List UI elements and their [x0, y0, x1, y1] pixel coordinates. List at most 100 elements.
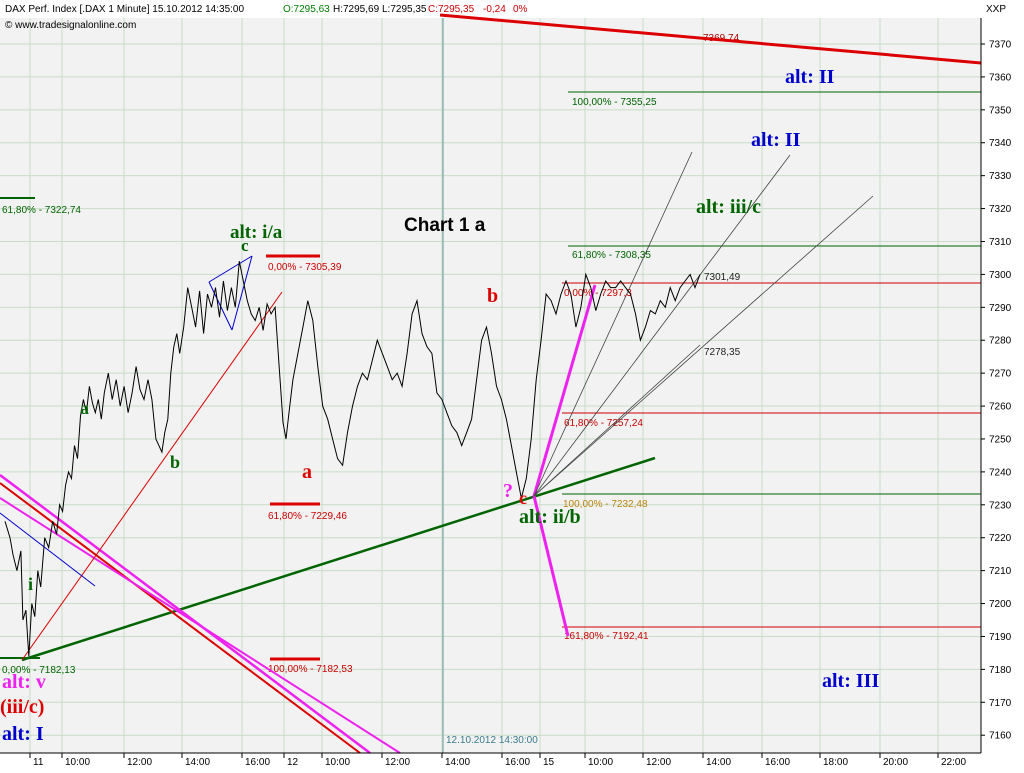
x-tick-label: 18:00 [823, 757, 848, 768]
x-tick-label: 14:00 [445, 757, 470, 768]
x-tick-label: 16:00 [245, 757, 270, 768]
wave-label: c [519, 488, 527, 508]
header-low: L:7295,35 [382, 4, 427, 15]
y-tick-label: 7370 [989, 40, 1012, 51]
y-tick-label: 7310 [989, 237, 1012, 248]
header-title: DAX Perf. Index [.DAX 1 Minute] 15.10.20… [5, 4, 244, 15]
x-tick-label: 20:00 [883, 757, 908, 768]
red-channel-line [0, 482, 361, 754]
fib-level-label: 7301,49 [704, 272, 741, 283]
wave-label: (iii/c) [0, 696, 44, 718]
wave-label: b [487, 285, 498, 307]
x-tick-label: 10:00 [65, 757, 90, 768]
fib-level-label: 0,00% - 7305,39 [268, 262, 342, 273]
wave-label: alt: III [822, 670, 879, 692]
x-tick-day: 12 [287, 757, 299, 768]
header-high: H:7295,69 [333, 4, 380, 15]
wave-label: b [170, 452, 180, 472]
x-tick-label: 12:00 [127, 757, 152, 768]
fib-level-label: 100,00% - 7355,25 [572, 97, 657, 108]
x-tick-label: 14:00 [185, 757, 210, 768]
x-tick-label: 12:00 [646, 757, 671, 768]
plot-area [0, 18, 981, 753]
time-marker-label: 12.10.2012 14:30:00 [446, 735, 538, 746]
y-tick-label: 7200 [989, 599, 1012, 610]
price-series-line [4, 261, 701, 657]
x-tick-day: 11 [33, 757, 44, 768]
magenta-channel-lower [0, 497, 401, 754]
wave-label: alt: iii/c [696, 196, 761, 218]
x-tick-label: 10:00 [588, 757, 613, 768]
y-tick-label: 7260 [989, 402, 1012, 413]
header-change-pct: 0% [513, 4, 528, 15]
fib-level-label: 0,00% - 7297,3 [564, 288, 632, 299]
y-tick-label: 7340 [989, 138, 1012, 149]
y-tick-label: 7350 [989, 105, 1012, 116]
header-close: C:7295,35 [428, 4, 475, 15]
wave-label: a [80, 398, 89, 418]
wave-label: alt: I [2, 723, 44, 745]
red-thin-trendline [21, 291, 283, 661]
y-tick-label: 7320 [989, 204, 1012, 215]
x-tick-label: 10:00 [325, 757, 350, 768]
y-tick-label: 7270 [989, 369, 1012, 380]
blue-triangle-right [231, 255, 253, 331]
y-tick-label: 7300 [989, 270, 1012, 281]
y-tick-label: 7290 [989, 303, 1012, 314]
blue-thin-trendline [0, 512, 96, 587]
wave-label: alt: v [2, 671, 46, 693]
y-tick-label: 7210 [989, 566, 1012, 577]
exchange-label: XXP [986, 4, 1006, 15]
wave-label: a [302, 461, 312, 483]
x-axis: 11 10:00 12:00 14:00 16:00 12 10:00 12:00 14:00 1… [0, 752, 981, 768]
magenta-impulse-up [532, 284, 597, 497]
fib-level-label: 61,80% - 7322,74 [2, 205, 81, 216]
magenta-impulse-down [532, 495, 570, 637]
fan-line-1 [533, 151, 693, 497]
fan-line-3 [533, 195, 874, 497]
fib-level-label: 100,00% - 7232,48 [563, 499, 648, 510]
y-axis: 7160 7170 7180 7190 7200 7210 7220 7230 7240 7250… [980, 18, 1012, 753]
x-tick-day: 15 [543, 757, 555, 768]
x-tick-label: 12:00 [385, 757, 410, 768]
fan-line-4 [533, 344, 701, 497]
y-tick-label: 7330 [989, 171, 1012, 182]
green-support-trendline [21, 456, 656, 662]
fib-level-label: 7278,35 [704, 347, 741, 358]
fib-level-label: 61,80% - 7308,35 [572, 250, 651, 261]
y-tick-label: 7230 [989, 500, 1012, 511]
header-open: O:7295,63 [283, 4, 330, 15]
y-tick-label: 7190 [989, 632, 1012, 643]
fib-level-label: 61,80% - 7257,24 [564, 418, 643, 429]
wave-label: alt: II [751, 129, 801, 151]
source-credit: © www.tradesignalonline.com [5, 20, 136, 31]
y-tick-label: 7280 [989, 336, 1012, 347]
x-tick-label: 16:00 [765, 757, 790, 768]
y-tick-label: 7160 [989, 731, 1012, 742]
wave-label: alt: II [785, 66, 835, 88]
x-tick-label: 16:00 [505, 757, 530, 768]
y-tick-label: 7180 [989, 665, 1012, 676]
fib-level-label: 161,80% - 7192,41 [564, 631, 649, 642]
y-tick-label: 7250 [989, 434, 1012, 445]
wave-label: c [241, 236, 249, 255]
fib-level-label: 100,00% - 7182,53 [268, 664, 353, 675]
y-tick-label: 7240 [989, 467, 1012, 478]
wave-label: alt: ii/b [519, 506, 581, 528]
x-tick-label: 14:00 [706, 757, 731, 768]
wave-label: alt: i/a [230, 222, 283, 243]
fib-level-label: 61,80% - 7229,46 [268, 511, 347, 522]
y-tick-label: 7220 [989, 533, 1012, 544]
x-tick-label: 22:00 [941, 757, 966, 768]
red-resistance-trendline [439, 13, 982, 65]
trendlines [0, 13, 982, 754]
grid: 12.10.2012 14:30:00 [0, 18, 981, 753]
y-tick-label: 7170 [989, 698, 1012, 709]
wave-label: i [28, 574, 33, 594]
header-change: -0,24 [483, 4, 506, 15]
y-tick-label: 7360 [989, 72, 1012, 83]
chart-title: Chart 1 a [404, 215, 486, 236]
